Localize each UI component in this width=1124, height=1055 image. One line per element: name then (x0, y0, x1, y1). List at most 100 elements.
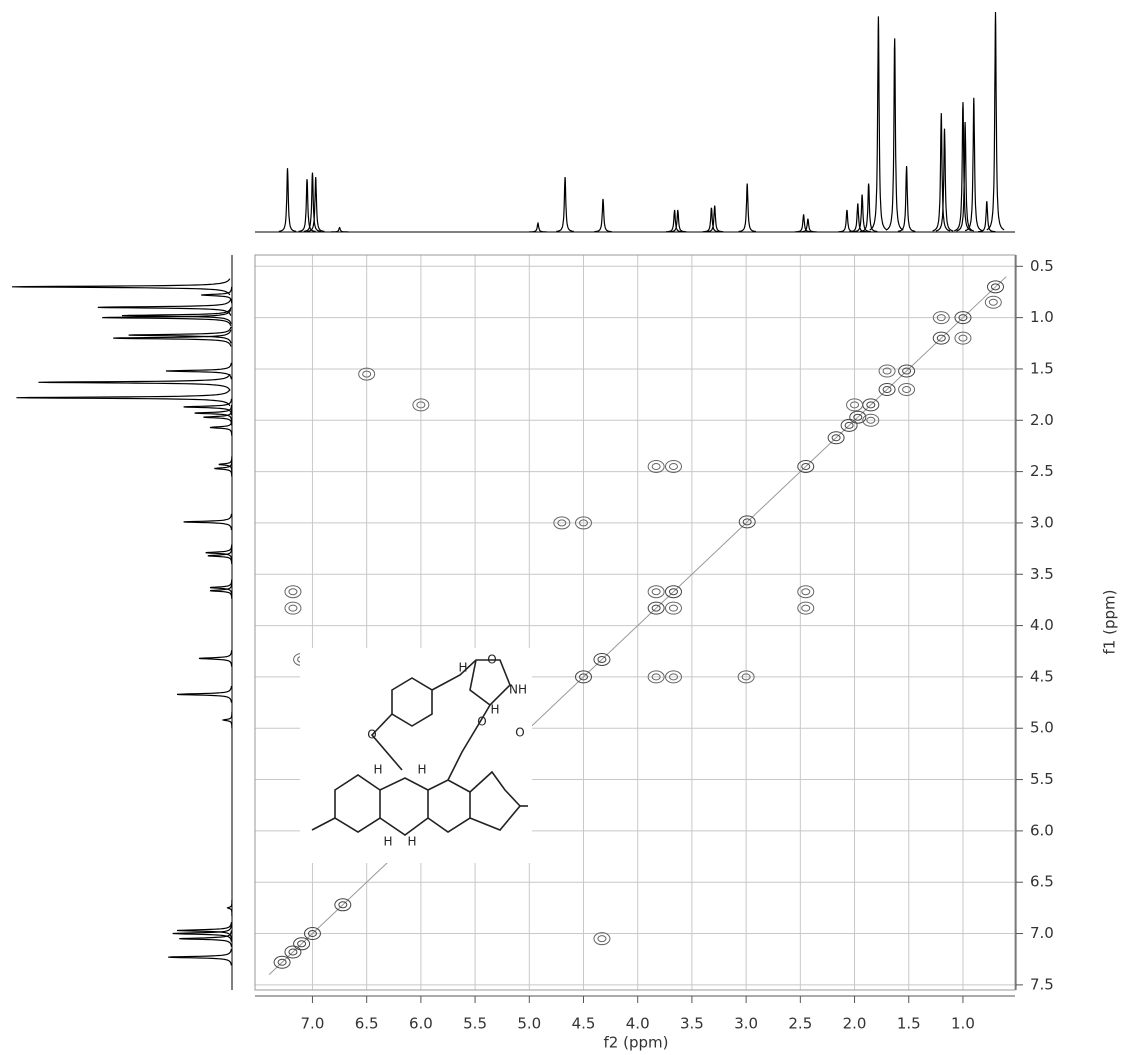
cross-peak-core (597, 655, 607, 663)
cross-peak (647, 459, 665, 473)
x-axis-label: f2 (ppm) (604, 1034, 669, 1052)
spectrum-peak-f1 (205, 544, 233, 561)
cross-peak-core (668, 588, 678, 596)
cross-peak (827, 431, 845, 445)
bond (431, 659, 511, 707)
cross-peak-core (651, 673, 661, 681)
x-tick-label: 2.5 (788, 1015, 812, 1033)
bond (370, 713, 403, 771)
spectrum-peak-f1 (209, 419, 233, 436)
cross-peak-core (741, 673, 751, 681)
cross-peak-core (801, 588, 811, 596)
cross-peak (862, 413, 880, 427)
cross-peak (797, 585, 815, 599)
cross-peak-core (416, 401, 426, 409)
cross-peak (898, 364, 916, 378)
y-tick-label: 5.0 (1030, 719, 1054, 737)
cross-peak (954, 311, 972, 325)
spectrum-peak-f1 (226, 899, 233, 917)
cross-peak (273, 955, 291, 969)
cross-peak (284, 945, 302, 959)
cross-peak-core (801, 462, 811, 470)
cross-peak-core (844, 421, 854, 429)
y-tick-label: 2.0 (1030, 411, 1054, 429)
ring (469, 770, 522, 831)
y-tick-label: 3.5 (1030, 565, 1054, 583)
spectrum-peak-f1 (221, 711, 233, 729)
cross-peak (878, 364, 896, 378)
spectrum-peak (978, 201, 996, 233)
y-tick-label: 6.0 (1030, 821, 1054, 839)
spectrum-peak-f1 (172, 925, 232, 942)
cross-peak (647, 601, 665, 615)
cross-peak (797, 601, 815, 615)
ring (427, 779, 471, 833)
cross-peak (575, 516, 593, 530)
y-tick-label: 5.5 (1030, 770, 1054, 788)
cross-peak (293, 937, 311, 951)
structure-label: O (487, 653, 496, 667)
y-tick-label: 4.0 (1030, 616, 1054, 634)
spectrum-peak (529, 221, 547, 233)
cross-peak-core (958, 334, 968, 342)
cross-peak-core (579, 673, 589, 681)
structure-label: H (417, 763, 426, 777)
cross-peak-core (936, 314, 946, 322)
structure-label: O (367, 728, 376, 742)
spectrum-peak (706, 205, 724, 233)
x-tick-label: 4.0 (626, 1015, 650, 1033)
structure-label: NH (509, 683, 527, 697)
cross-peak (984, 295, 1002, 309)
cross-peak-core (557, 519, 567, 527)
y-tick-label: 7.5 (1030, 975, 1054, 993)
spectrum-peak-f1 (168, 948, 232, 966)
cross-peak-core (288, 588, 298, 596)
cross-peak-core (990, 283, 1000, 291)
cross-peak-core (988, 298, 998, 306)
x-tick-label: 3.5 (680, 1015, 704, 1033)
x-tick-label: 2.0 (843, 1015, 867, 1033)
cross-peak (303, 927, 321, 941)
cross-peak (878, 382, 896, 396)
cross-peak (664, 459, 682, 473)
spectrum-peak-f1 (183, 513, 233, 531)
cross-peak-core (288, 604, 298, 612)
spectrum-peak (298, 179, 316, 233)
cross-peak (664, 585, 682, 599)
cross-peak (840, 418, 858, 432)
cross-peak (664, 670, 682, 684)
y-tick-label: 6.5 (1030, 873, 1054, 891)
plot-frame (254, 254, 1016, 991)
structure-label: O (515, 726, 524, 740)
spectrum-peak (330, 226, 349, 233)
spectrum-peak-f1 (128, 326, 232, 344)
cross-peak-core (651, 588, 661, 596)
cross-peak (932, 331, 950, 345)
spectrum-peak (702, 207, 721, 233)
cross-peak-core (902, 367, 912, 375)
spectrum-peak-f1 (176, 685, 233, 703)
spectrum-peak-f1 (203, 409, 233, 426)
cross-peak (284, 601, 302, 615)
spectrum-peak-f1 (209, 582, 233, 599)
y-tick-label: 1.0 (1030, 308, 1054, 326)
cross-peak-core (958, 314, 968, 322)
cross-peak (358, 367, 376, 381)
spectrum-peak-f1 (179, 930, 233, 947)
structure (300, 648, 532, 863)
cross-peak-core (742, 518, 752, 526)
cross-peak-core (338, 901, 348, 909)
x-tick-label: 7.0 (301, 1015, 325, 1033)
spectrum-peak-f1 (218, 456, 233, 473)
spectrum-peak (838, 209, 856, 233)
spectrum-peak-f1 (207, 547, 233, 565)
structure-label: H (407, 835, 416, 849)
cross-peak (932, 311, 950, 325)
structure-label: H (373, 763, 382, 777)
grid (255, 255, 1015, 990)
spectrum-peak (853, 194, 871, 233)
cross-peak-core (668, 462, 678, 470)
cross-peak-core (882, 385, 892, 393)
structure-label: H (383, 835, 392, 849)
